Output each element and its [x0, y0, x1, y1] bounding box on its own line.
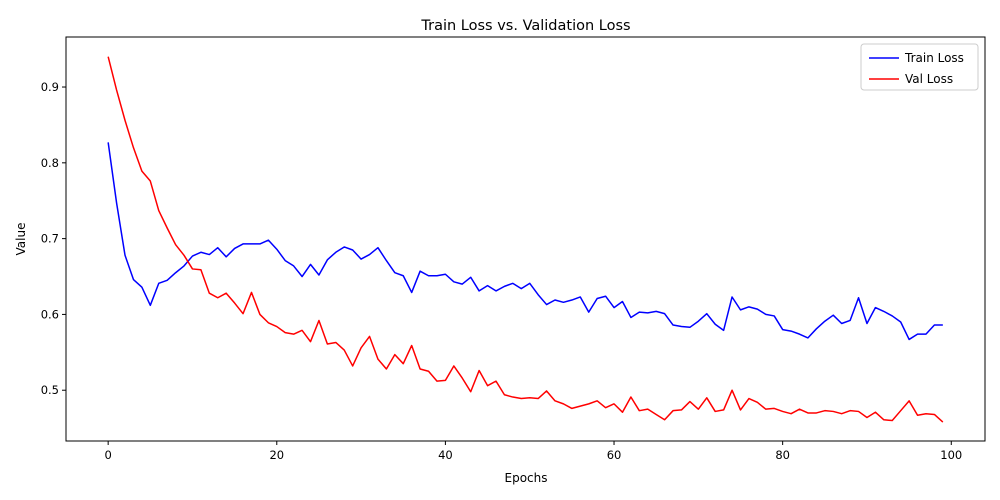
chart-title: Train Loss vs. Validation Loss [420, 18, 630, 34]
x-axis-label: Epochs [505, 471, 548, 485]
legend-label-val-loss: Val Loss [905, 72, 953, 86]
x-tick-label: 20 [269, 448, 284, 462]
x-axis-ticks: 0 20 40 60 80 100 [104, 441, 962, 462]
y-axis-label: Value [14, 223, 28, 256]
legend: Train Loss Val Loss [860, 43, 979, 91]
y-tick-label: 0.7 [41, 232, 59, 246]
x-tick-label: 40 [438, 448, 453, 462]
legend-label-train-loss: Train Loss [904, 51, 964, 65]
x-tick-label: 60 [607, 448, 622, 462]
series-line-train-loss [107, 142, 943, 341]
y-tick-label: 0.8 [41, 156, 59, 170]
x-tick-label: 80 [775, 448, 790, 462]
y-tick-label: 0.5 [41, 383, 59, 397]
series-line-val-loss [107, 56, 944, 423]
x-tick-label: 100 [940, 448, 962, 462]
x-tick-label: 0 [104, 448, 111, 462]
y-tick-label: 0.6 [41, 307, 59, 321]
y-tick-label: 0.9 [41, 80, 59, 94]
series-layer [107, 56, 944, 423]
y-axis-ticks: 0.5 0.6 0.7 0.8 0.9 [41, 80, 66, 397]
